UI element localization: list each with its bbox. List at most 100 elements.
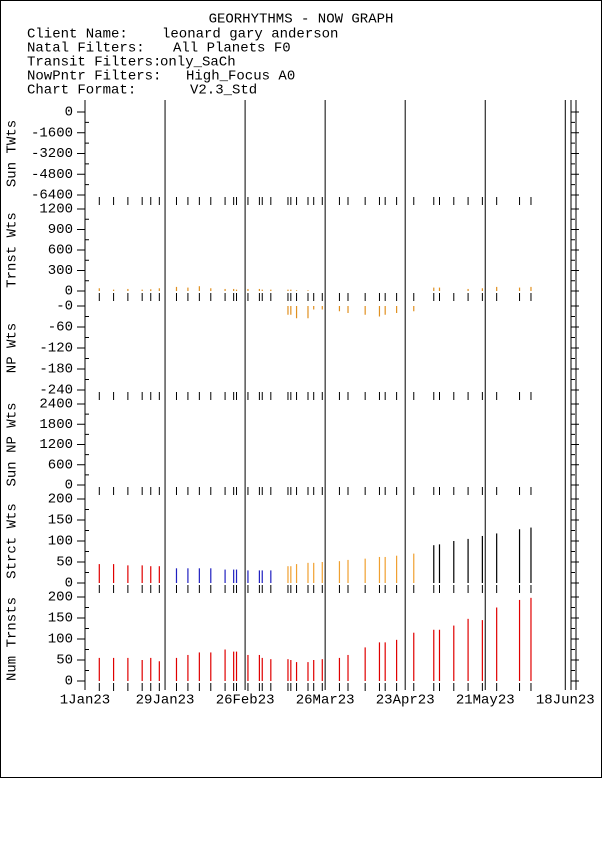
y-axis-label: Trnst Wts [5, 212, 21, 288]
y-tick-label: -60 [48, 320, 73, 336]
bar [295, 662, 298, 681]
y-axis-label: Sun NP Wts [5, 402, 21, 486]
bar [338, 657, 341, 681]
bar [261, 289, 263, 291]
bar [313, 660, 315, 681]
bar [141, 289, 143, 291]
bar [158, 661, 160, 681]
bar [112, 657, 115, 681]
bar [307, 306, 309, 319]
y-tick-label: 2400 [39, 397, 73, 413]
bar [210, 652, 212, 681]
bar [433, 287, 435, 291]
bar [158, 566, 160, 583]
y-tick-label: 900 [48, 222, 73, 238]
x-tick-label: 26Mar23 [296, 693, 355, 709]
bar [338, 306, 341, 312]
y-tick-label: 0 [65, 478, 73, 494]
bar [295, 290, 298, 291]
y-tick-label: 50 [56, 555, 73, 571]
bar [438, 629, 441, 681]
bar [150, 657, 152, 681]
bar [396, 639, 398, 681]
bar [290, 289, 292, 291]
bar [198, 568, 200, 583]
bar [233, 651, 235, 681]
bar [496, 286, 498, 291]
bar [287, 306, 289, 315]
field-value: leonard gary anderson [162, 27, 338, 43]
bar [175, 568, 178, 583]
y-tick-label: -120 [39, 341, 73, 357]
bar [530, 597, 532, 681]
y-tick-label: 0 [65, 105, 73, 121]
bar [496, 607, 498, 681]
y-tick-label: 50 [56, 653, 73, 669]
bar [413, 632, 415, 681]
bar [384, 642, 386, 681]
y-tick-label: -0 [56, 299, 73, 315]
bar [261, 657, 263, 681]
y-axis-label: Strct Wts [5, 503, 21, 579]
field-value: only_SaCh [160, 55, 236, 71]
bar [98, 564, 100, 583]
bar [233, 288, 235, 291]
bar [247, 570, 249, 583]
bar [467, 538, 469, 583]
bar [198, 286, 200, 291]
y-tick-label: -240 [39, 383, 73, 399]
y-tick-label: 150 [48, 513, 73, 529]
bar [481, 620, 483, 681]
y-tick-label: 1200 [39, 437, 73, 453]
bar [295, 306, 298, 319]
bar [270, 570, 272, 583]
bar [150, 289, 152, 291]
y-axis-label: Sun TWts [5, 120, 21, 187]
field-label: Chart Format: [27, 83, 136, 99]
bar [481, 535, 483, 583]
bar [518, 529, 521, 583]
bar [467, 288, 469, 291]
bar [413, 553, 415, 583]
y-tick-label: 600 [48, 457, 73, 473]
y-tick-label: -3200 [31, 146, 73, 162]
bar [321, 562, 323, 583]
bar [453, 541, 455, 583]
bar [396, 306, 398, 313]
bar [338, 561, 341, 583]
bar [364, 647, 366, 681]
bar [175, 286, 178, 291]
bar [247, 288, 249, 291]
bar [158, 288, 160, 291]
bar [210, 568, 212, 583]
bar [347, 559, 349, 583]
bar [235, 651, 238, 681]
bar [518, 287, 521, 291]
bar [141, 660, 143, 681]
bar [210, 288, 212, 291]
field-value: V2.3_Std [190, 83, 257, 99]
bar [433, 545, 435, 583]
y-tick-label: 0 [65, 576, 73, 592]
bar [235, 289, 238, 291]
bar [530, 286, 532, 291]
bar [112, 564, 115, 583]
bar [247, 654, 249, 681]
bar [290, 566, 292, 583]
bar [290, 660, 292, 681]
field-label: Natal Filters: [27, 41, 145, 57]
bar [396, 555, 398, 583]
bar [141, 565, 143, 583]
x-tick-label: 29Jan23 [136, 693, 195, 709]
frame [0, 0, 602, 778]
y-tick-label: 150 [48, 611, 73, 627]
y-tick-label: 1800 [39, 417, 73, 433]
bar [378, 556, 381, 583]
y-tick-label: 300 [48, 263, 73, 279]
bar [258, 654, 260, 681]
bar [224, 569, 226, 583]
bar [481, 288, 483, 291]
bar [270, 289, 272, 291]
bar [261, 570, 263, 583]
